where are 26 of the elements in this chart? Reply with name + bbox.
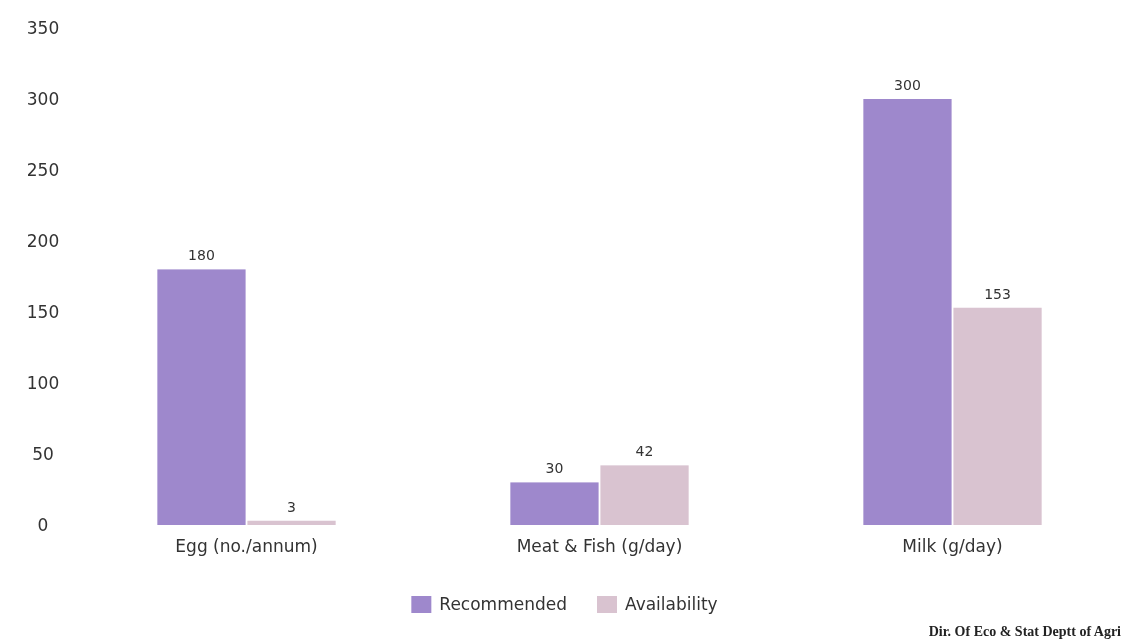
- y-tick-label: 100: [26, 372, 60, 393]
- data-label: 300: [894, 77, 921, 93]
- legend-label: Recommended: [439, 594, 567, 614]
- y-tick-label: 250: [26, 159, 60, 180]
- bar: [157, 269, 246, 525]
- y-tick-label: 200: [26, 230, 60, 251]
- data-label: 42: [635, 443, 654, 460]
- y-tick-label: 50: [32, 443, 54, 464]
- x-tick-label: Milk (g/day): [902, 535, 1003, 556]
- data-label: 30: [545, 460, 564, 477]
- x-tick-label: Meat & Fish (g/day): [516, 535, 683, 556]
- text: Dir. Of Eco & Stat Deptt of Agri: [928, 624, 1122, 639]
- y-tick-label: 150: [26, 301, 60, 322]
- x-tick-label: Egg (no./annum): [175, 535, 318, 556]
- y-tick-label: 350: [26, 17, 60, 38]
- data-label: 153: [984, 285, 1011, 302]
- bar: [953, 307, 1042, 525]
- data-label: 3: [287, 498, 296, 515]
- bar: [510, 482, 599, 525]
- legend-label: Availability: [624, 594, 718, 614]
- bar: [600, 465, 689, 525]
- data-label: 180: [188, 247, 215, 264]
- bar: [863, 99, 952, 525]
- bar: [247, 520, 336, 525]
- y-tick-label: 300: [26, 88, 60, 109]
- y-tick-label: 0: [37, 514, 49, 535]
